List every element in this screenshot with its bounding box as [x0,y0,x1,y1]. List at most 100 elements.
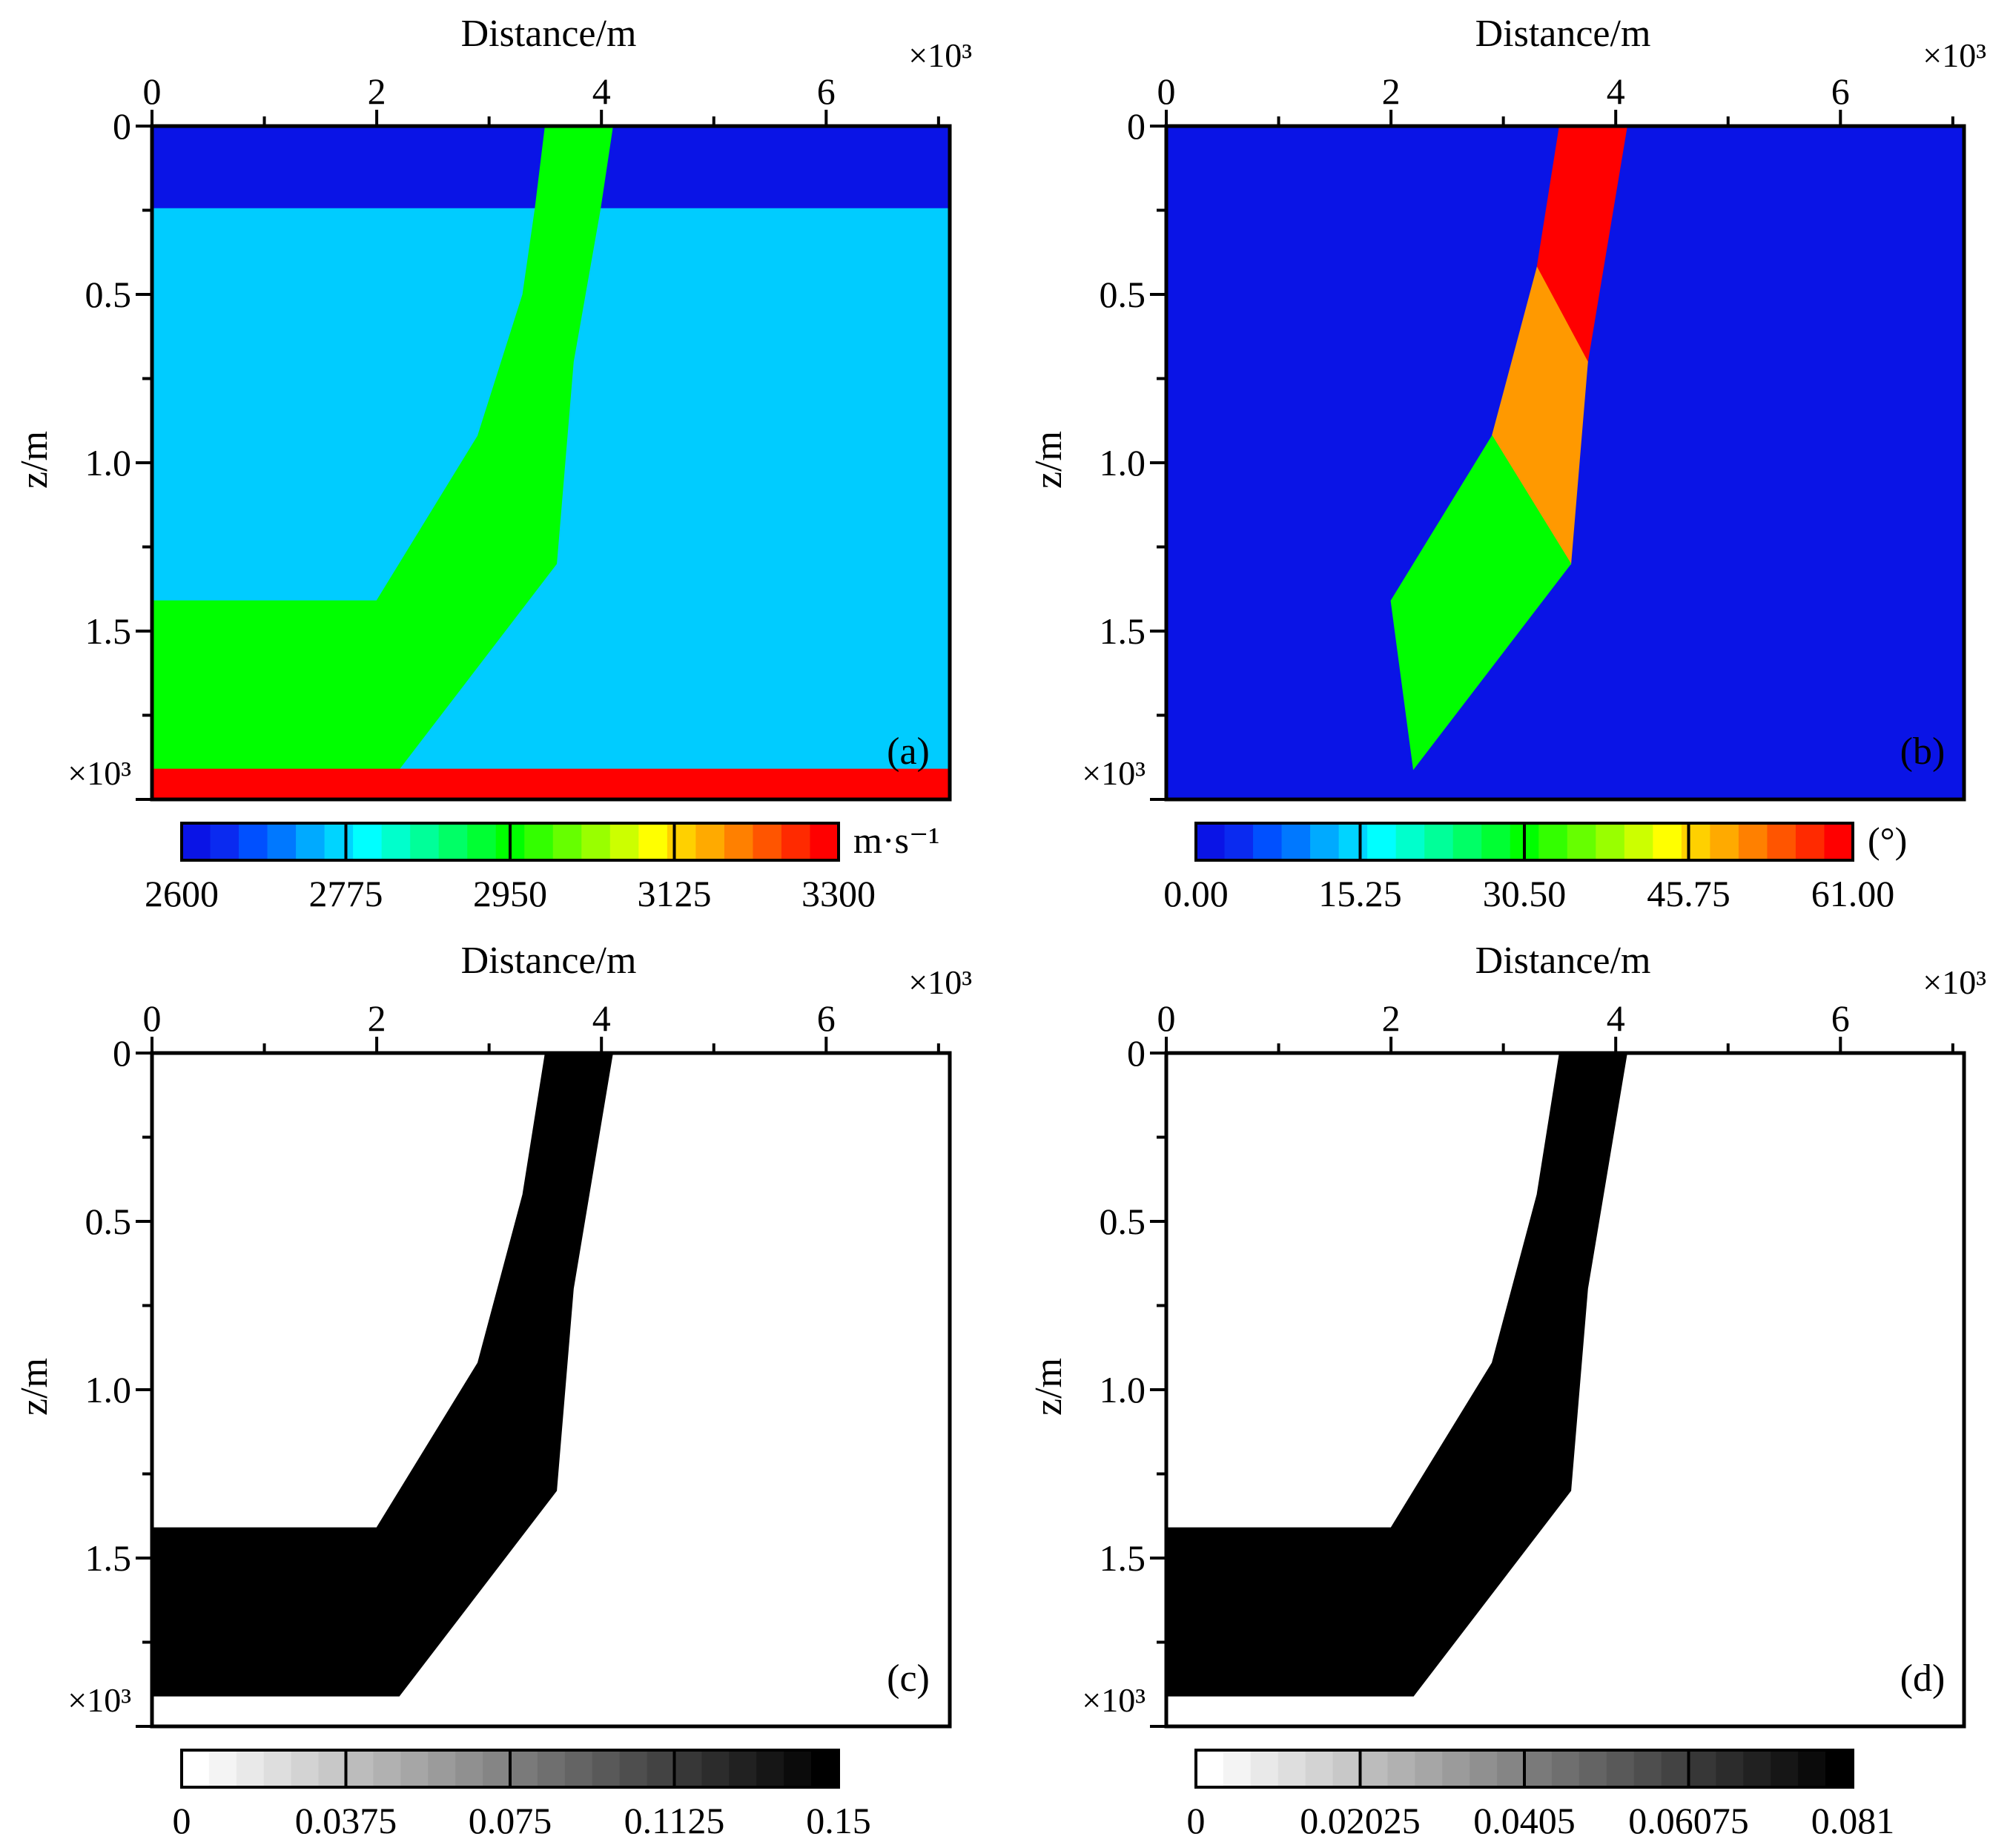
colorbar-swatch [724,823,754,860]
y-axis-title: z/m [1028,1358,1070,1416]
colorbar-swatch [1277,1750,1306,1787]
y-multiplier: ×10³ [67,754,131,792]
colorbar-tick-label: 0.081 [1811,1800,1895,1841]
y-tick-label: 1.5 [1100,1537,1146,1579]
colorbar-swatch [483,1750,511,1787]
colorbar-swatch [210,823,239,860]
y-axis-title: z/m [13,431,56,489]
colorbar-swatch [318,1750,347,1787]
x-tick-label: 4 [592,997,611,1039]
colorbar-swatch [524,823,554,860]
colorbar-swatch [1524,1750,1553,1787]
colorbar-swatch [1497,1750,1525,1787]
y-tick-label: 0.5 [1100,274,1146,315]
colorbar-swatch [619,1750,648,1787]
colorbar-swatch [236,1750,265,1787]
colorbar: 0 0.0375 0.075 0.1125 0.15 [173,1749,871,1841]
x-tick-label: 4 [1607,70,1625,112]
colorbar-tick-label: 3300 [801,873,876,914]
colorbar-swatch [1710,823,1739,860]
colorbar-tick-label: 0.06075 [1628,1800,1749,1841]
colorbar-swatch [592,1750,621,1787]
colorbar-swatch [1606,1750,1635,1787]
colorbar-swatch [455,1750,483,1787]
colorbar-swatch [381,823,411,860]
panel-label: (c) [887,1657,930,1700]
colorbar-tick-label: 0.075 [469,1800,552,1841]
x-multiplier: ×10³ [1923,36,1986,74]
y-tick-label: 0 [1127,1032,1146,1074]
y-tick-label: 1.0 [85,442,132,484]
colorbar-tick-label: 2950 [473,873,547,914]
x-tick-label: 4 [1607,997,1625,1039]
x-tick-label: 0 [1157,70,1176,112]
colorbar-swatch [753,823,782,860]
colorbar-swatch [810,823,839,860]
colorbar-swatch [1825,1750,1854,1787]
colorbar-swatch [701,1750,730,1787]
y-axis-title: z/m [1028,431,1070,489]
x-axis-title: Distance/m [461,13,637,55]
colorbar-swatch [467,823,497,860]
colorbar-tick-label: 0.0375 [295,1800,397,1841]
colorbar-swatch [1681,823,1711,860]
x-multiplier: ×10³ [908,36,972,74]
colorbar-swatch [1470,1750,1498,1787]
colorbar-swatch [1661,1750,1690,1787]
colorbar-tick-label: 61.00 [1811,873,1895,914]
colorbar-swatch [324,823,354,860]
colorbar-tick-label: 0.00 [1163,873,1229,914]
colorbar-swatch [1653,823,1682,860]
x-tick-label: 0 [1157,997,1176,1039]
colorbar-swatch [1332,1750,1361,1787]
colorbar-tick-label: 3125 [638,873,712,914]
y-tick-label: 0.5 [85,274,132,315]
colorbar-swatch [1387,1750,1416,1787]
colorbar-swatch [1771,1750,1799,1787]
y-tick-label: 1.5 [1100,610,1146,652]
colorbar-tick-label: 45.75 [1647,873,1730,914]
y-tick-label: 0 [1127,105,1146,147]
colorbar-tick-label: 15.25 [1318,873,1402,914]
colorbar-swatch [208,1750,237,1787]
colorbar-swatch [1798,1750,1826,1787]
colorbar-swatch [1624,823,1654,860]
colorbar-swatch [1196,823,1226,860]
colorbar-unit: (°) [1868,819,1907,861]
x-tick-label: 6 [1831,997,1850,1039]
colorbar-swatch [410,823,440,860]
colorbar-swatch [552,823,583,860]
colorbar-swatch [1481,823,1511,860]
heatmap-regions [1166,1053,1964,1726]
colorbar-swatch [1338,823,1368,860]
panel-label: (d) [1900,1657,1946,1700]
y-multiplier: ×10³ [1082,1681,1146,1719]
x-tick-label: 2 [368,70,386,112]
colorbar-swatch [182,823,211,860]
colorbar-swatch [1442,1750,1470,1787]
colorbar-swatch [781,823,811,860]
colorbar-swatch [1824,823,1854,860]
colorbar-swatch [1743,1750,1772,1787]
colorbar-swatch [1360,1750,1389,1787]
colorbar: 0 0.02025 0.0405 0.06075 0.081 [1187,1749,1895,1841]
colorbar-swatch [353,823,383,860]
x-tick-label: 2 [1382,70,1401,112]
heatmap-region [152,1053,613,1697]
x-tick-label: 4 [592,70,611,112]
colorbar-swatch [1305,1750,1334,1787]
colorbar-swatch [1795,823,1825,860]
colorbar-swatch [1253,823,1283,860]
colorbar-swatch [1196,1750,1224,1787]
colorbar-swatch [1738,823,1768,860]
heatmap-regions [152,126,950,799]
y-tick-label: 0.5 [1100,1201,1146,1242]
colorbar-swatch [564,1750,593,1787]
heatmap-regions [1166,126,1964,799]
colorbar-swatch [291,1750,320,1787]
x-multiplier: ×10³ [908,963,972,1001]
colorbar-swatch [1551,1750,1580,1787]
